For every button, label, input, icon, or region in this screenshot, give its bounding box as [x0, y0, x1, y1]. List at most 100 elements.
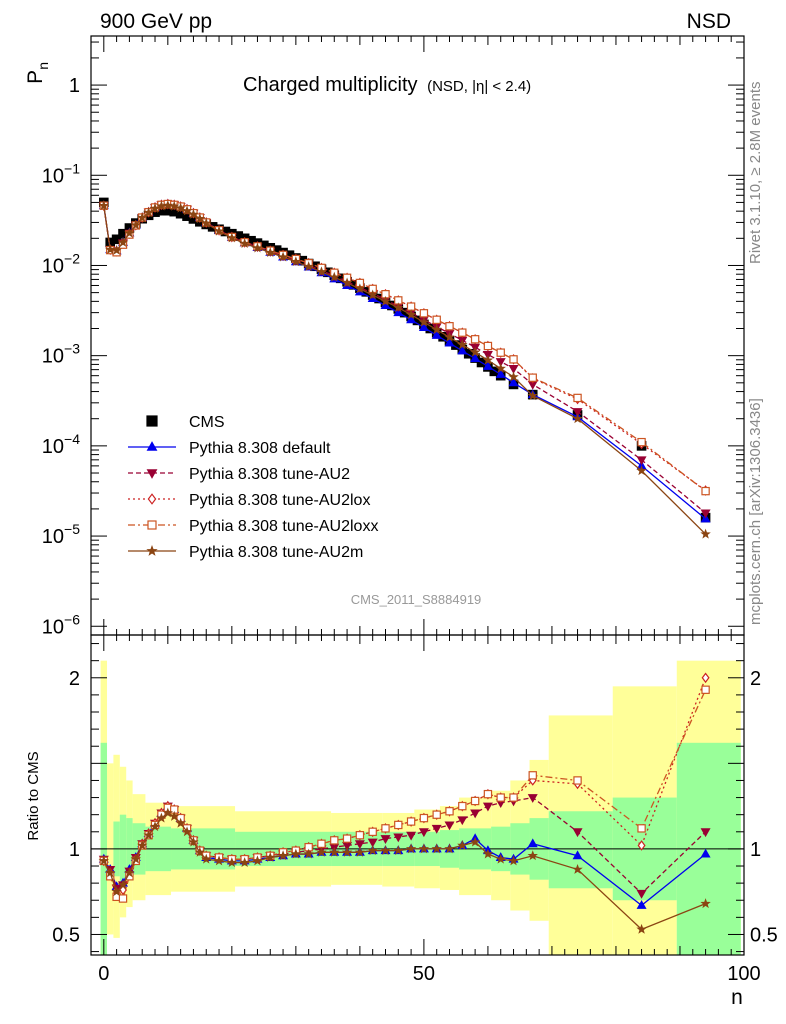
data-point [495, 358, 506, 367]
data-point [701, 486, 710, 496]
ratio-point [381, 824, 390, 833]
ratio-point [445, 807, 454, 816]
ratio-plot-frame [90, 634, 745, 956]
ratio-point [636, 889, 647, 899]
y-tick-label: 1 [69, 75, 80, 97]
ratio-point [341, 846, 353, 857]
data-point [572, 408, 583, 417]
legend-label: CMS [189, 414, 225, 431]
ratio-point [124, 867, 135, 878]
data-point [149, 203, 161, 213]
data-point [469, 346, 481, 357]
ratio-point [495, 853, 506, 864]
ratio-point [393, 845, 404, 856]
data-point [406, 302, 416, 311]
ratio-point [444, 821, 455, 831]
data-point [169, 200, 180, 211]
series-line [103, 204, 707, 535]
data-point [444, 331, 455, 342]
data-point [495, 369, 506, 378]
ratio-point [330, 836, 339, 845]
ratio-point [405, 843, 417, 854]
data-point [495, 363, 506, 373]
ratio-y-axis-label: Ratio to CMS [25, 751, 42, 840]
data-point [98, 200, 110, 211]
ratio-point [226, 857, 238, 868]
ratio-point [137, 840, 148, 850]
ratio-point [431, 843, 442, 854]
ratio-point [367, 845, 378, 856]
axes: 0 50 100 1 10−1 10−2 10−3 10−4 10−5 10−6 0.5 0.5 1 1 2… [42, 35, 778, 985]
data-point [367, 289, 378, 300]
ratio-point [149, 821, 161, 832]
ratio-point [469, 836, 481, 847]
ratio-point [303, 848, 314, 859]
data-point [508, 371, 519, 382]
ratio-y-tick-label: 0.5 [52, 924, 80, 946]
ratio-point [188, 836, 199, 847]
chart-title-main: Charged multiplicity [243, 74, 418, 96]
data-point [290, 256, 302, 267]
data-point [265, 247, 276, 257]
data-point [528, 373, 537, 382]
ratio-point [367, 838, 378, 848]
ratio-point [317, 839, 326, 848]
data-point [329, 271, 340, 282]
chart-title: Charged multiplicity (NSD, |η| < 2.4) [243, 74, 531, 96]
data-point [111, 234, 122, 245]
data-point [482, 354, 494, 365]
ratio-point [483, 789, 493, 799]
ratio-series-4 [98, 807, 711, 934]
y-tick-label: 10−5 [42, 521, 80, 548]
ratio-point [252, 855, 263, 866]
ratio-point [419, 813, 429, 823]
x-tick-label: 100 [727, 963, 760, 985]
data-point [380, 295, 391, 306]
data-point [354, 283, 366, 294]
data-point [496, 348, 505, 357]
data-point [470, 353, 481, 362]
data-point [636, 456, 647, 466]
series-5 [98, 200, 711, 539]
data-point [508, 365, 519, 374]
ratio-point [636, 900, 647, 909]
ratio-point [143, 829, 154, 840]
ratio-point [368, 827, 377, 836]
ratio-point [194, 846, 206, 857]
ratio-point [201, 853, 212, 864]
ratio-point [162, 807, 174, 818]
ratio-point [406, 831, 417, 841]
data-point [508, 377, 519, 387]
ratio-point [418, 828, 429, 838]
data-point [636, 465, 647, 476]
data-point [419, 309, 429, 318]
ratio-uncertainty-bands [91, 660, 744, 955]
ratio-point [701, 685, 710, 694]
ratio-point [156, 812, 167, 823]
ratio-point [290, 848, 302, 859]
ratio-point [117, 879, 129, 890]
ratio-y-tick-label-right: 1 [750, 839, 761, 861]
legend-entry: CMS [146, 414, 225, 431]
data-point [201, 217, 212, 228]
legend-marker [146, 469, 158, 479]
ratio-point [265, 851, 276, 862]
chart-title-sub: (NSD, |η| < 2.4) [427, 78, 531, 95]
data-point [175, 202, 186, 213]
data-point [457, 345, 468, 355]
legend-label: Pythia 8.308 tune-AU2 [189, 466, 350, 483]
ratio-point [130, 853, 142, 864]
header-left-label: 900 GeV pp [100, 10, 212, 33]
data-point [181, 205, 193, 216]
ratio-point [527, 838, 538, 848]
x-axis-label: n [731, 986, 743, 1009]
ratio-plot-data [98, 672, 711, 934]
data-point [303, 261, 314, 272]
ratio-point [394, 820, 403, 830]
data-point [124, 227, 135, 238]
ratio-point [316, 846, 327, 857]
ratio-point [118, 894, 128, 903]
data-point [509, 355, 518, 364]
ratio-y-tick-label: 2 [69, 668, 80, 690]
ratio-point [354, 846, 366, 857]
